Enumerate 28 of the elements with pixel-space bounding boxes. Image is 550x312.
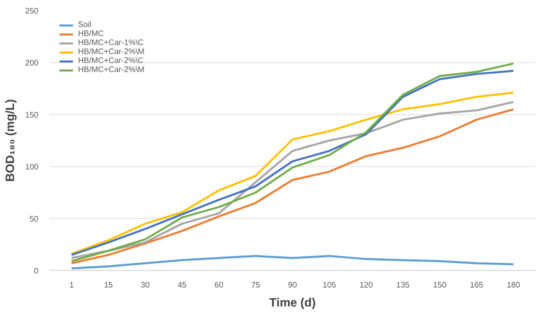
x-tick-label: 105 [322,280,337,290]
x-tick-label: 150 [433,280,447,290]
legend-label: HB/MC+Car-2%\M [78,47,144,56]
x-tick-label: 45 [178,280,188,290]
y-tick-label: 150 [25,110,40,120]
y-tick-label: 50 [30,214,40,224]
legend-label: HB/MC+Car-2%\M [78,65,144,74]
x-tick-label: 15 [104,280,114,290]
x-tick-label: 135 [396,280,410,290]
y-tick-label: 250 [25,6,40,16]
legend-label: Soil [78,20,92,29]
y-tick-label: 100 [25,162,40,172]
legend-label: HB/MC [78,29,104,38]
x-axis-title: Time (d) [269,296,316,310]
y-tick-label: 0 [34,266,40,276]
x-tick-label: 120 [359,280,374,290]
x-tick-label: 30 [140,280,150,290]
y-axis-title: BOD₁₈₀ (mg/L) [3,99,18,182]
line-series [70,254,514,270]
x-tick-label: 90 [288,280,298,290]
legend-label: HB/MC+Car-1%\C [78,38,144,47]
x-tick-label: 180 [506,280,521,290]
x-tick-label: 75 [251,280,261,290]
x-tick-label: 60 [214,280,224,290]
x-tick-label: 165 [470,280,484,290]
y-tick-label: 200 [25,58,40,68]
legend-label: HB/MC+Car-2%\C [78,56,144,65]
x-tick-label: 1 [69,280,74,290]
